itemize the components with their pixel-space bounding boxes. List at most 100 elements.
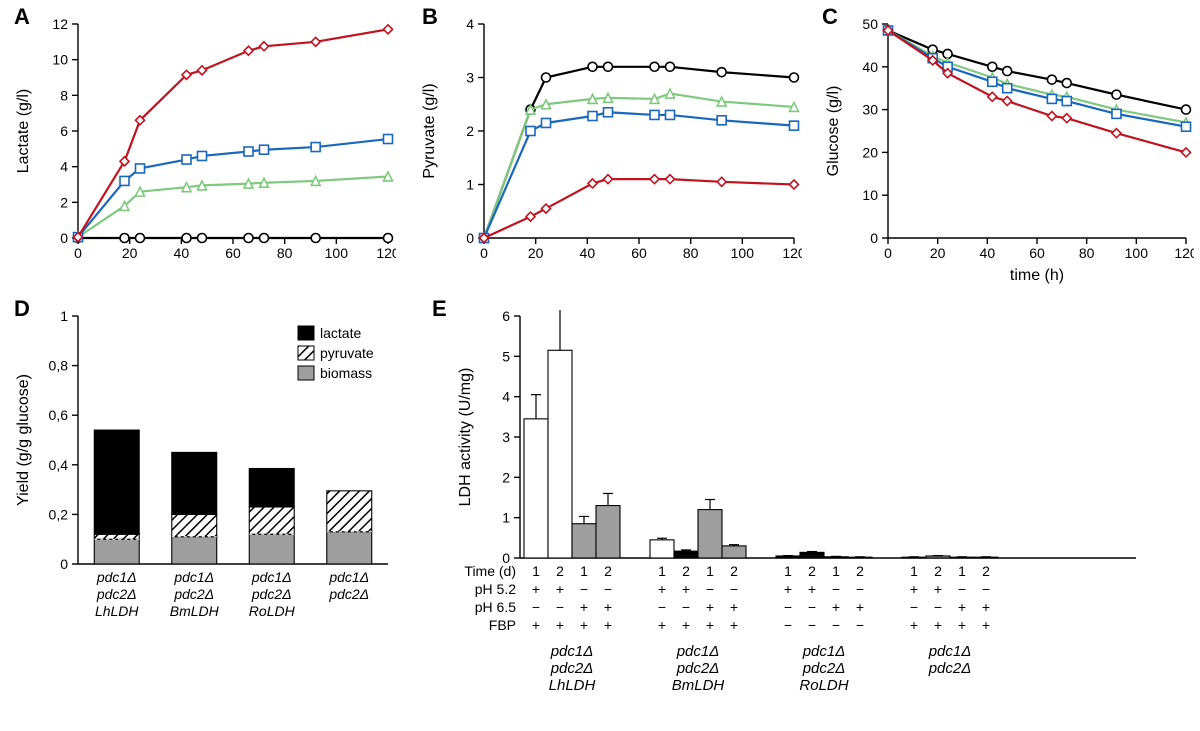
y-tick-label: 6 xyxy=(60,123,68,139)
x-tick-label: 120 xyxy=(1174,245,1194,261)
row-label: FBP xyxy=(489,617,516,633)
annotation-cell: − xyxy=(706,581,714,597)
annotation-cell: − xyxy=(958,581,966,597)
annotation-cell: + xyxy=(730,599,738,615)
y-tick-label: 0,6 xyxy=(49,407,69,423)
y-tick-label: 4 xyxy=(60,159,68,175)
x-tick-label: 0 xyxy=(480,245,488,261)
annotation-cell: − xyxy=(784,599,792,615)
y-tick-label: 8 xyxy=(60,87,68,103)
x-tick-label: 100 xyxy=(1125,245,1149,261)
annotation-cell: − xyxy=(784,617,792,633)
bar-category-label: RoLDH xyxy=(249,603,296,619)
y-axis-label: Glucose (g/l) xyxy=(825,86,842,177)
legend-label: lactate xyxy=(320,325,361,341)
x-tick-label: 60 xyxy=(631,245,647,261)
bar-category-label: LhLDH xyxy=(95,603,139,619)
y-tick-label: 40 xyxy=(862,59,878,75)
x-tick-label: 60 xyxy=(1029,245,1045,261)
annotation-cell: 2 xyxy=(934,563,942,579)
annotation-cell: 2 xyxy=(556,563,564,579)
group-strain-label: pdc2Δ xyxy=(676,660,720,677)
annotation-cell: 1 xyxy=(706,563,714,579)
y-axis-label: LDH activity (U/mg) xyxy=(457,368,474,507)
x-tick-label: 0 xyxy=(884,245,892,261)
annotation-cell: + xyxy=(910,581,918,597)
y-axis-label: Pyruvate (g/l) xyxy=(421,83,438,178)
y-tick-label: 4 xyxy=(466,18,474,32)
y-tick-label: 2 xyxy=(466,123,474,139)
annotation-cell: − xyxy=(604,581,612,597)
y-tick-label: 20 xyxy=(862,144,878,160)
x-axis-label: time (h) xyxy=(1010,267,1064,284)
annotation-cell: + xyxy=(658,581,666,597)
annotation-cell: − xyxy=(832,581,840,597)
annotation-cell: 1 xyxy=(658,563,666,579)
group-strain-label: pdc1Δ xyxy=(676,643,720,660)
annotation-cell: − xyxy=(832,617,840,633)
annotation-cell: + xyxy=(532,617,540,633)
annotation-cell: 1 xyxy=(958,563,966,579)
group-strain-label: BmLDH xyxy=(672,677,725,694)
y-tick-label: 3 xyxy=(502,429,510,445)
annotation-cell: − xyxy=(808,617,816,633)
annotation-cell: 2 xyxy=(982,563,990,579)
bar-chart-E: 0123456LDH activity (U/mg)Time (d)pH 5.2… xyxy=(444,310,1140,728)
x-tick-label: 20 xyxy=(528,245,544,261)
x-tick-label: 100 xyxy=(325,245,349,261)
bar-category-label: pdc2Δ xyxy=(96,586,137,602)
annotation-cell: + xyxy=(706,617,714,633)
annotation-cell: 2 xyxy=(808,563,816,579)
bar-category-label: pdc1Δ xyxy=(251,569,292,585)
annotation-cell: + xyxy=(910,617,918,633)
x-tick-label: 0 xyxy=(74,245,82,261)
annotation-cell: + xyxy=(658,617,666,633)
y-tick-label: 3 xyxy=(466,70,474,86)
annotation-cell: 1 xyxy=(832,563,840,579)
y-tick-label: 10 xyxy=(52,52,68,68)
annotation-cell: − xyxy=(682,599,690,615)
bar-category-label: pdc1Δ xyxy=(328,569,369,585)
annotation-cell: 2 xyxy=(682,563,690,579)
annotation-cell: + xyxy=(982,599,990,615)
x-tick-label: 100 xyxy=(731,245,755,261)
annotation-cell: − xyxy=(532,599,540,615)
x-tick-label: 20 xyxy=(930,245,946,261)
annotation-cell: − xyxy=(808,599,816,615)
x-tick-label: 120 xyxy=(782,245,802,261)
annotation-cell: + xyxy=(808,581,816,597)
annotation-cell: + xyxy=(784,581,792,597)
y-tick-label: 5 xyxy=(502,348,510,364)
line-chart-B: 02040608010012001234Pyruvate (g/l) xyxy=(420,18,802,268)
x-tick-label: 60 xyxy=(225,245,241,261)
legend-label: pyruvate xyxy=(320,345,374,361)
annotation-cell: + xyxy=(556,617,564,633)
stacked-bar-chart-D: 00,20,40,60,81Yield (g/g glucose)pdc1Δpd… xyxy=(14,310,396,644)
y-tick-label: 10 xyxy=(862,187,878,203)
bar-category-label: pdc2Δ xyxy=(328,586,369,602)
annotation-cell: + xyxy=(934,581,942,597)
annotation-cell: + xyxy=(604,617,612,633)
group-strain-label: pdc2Δ xyxy=(802,660,846,677)
x-tick-label: 80 xyxy=(683,245,699,261)
y-tick-label: 0 xyxy=(466,230,474,246)
group-strain-label: pdc2Δ xyxy=(928,660,972,677)
annotation-cell: + xyxy=(958,599,966,615)
y-tick-label: 6 xyxy=(502,310,510,324)
annotation-cell: + xyxy=(856,599,864,615)
x-tick-label: 80 xyxy=(1079,245,1095,261)
annotation-cell: + xyxy=(580,599,588,615)
annotation-cell: − xyxy=(730,581,738,597)
group-strain-label: pdc1Δ xyxy=(802,643,846,660)
annotation-cell: + xyxy=(958,617,966,633)
line-chart-A: 020406080100120024681012Lactate (g/l) xyxy=(14,18,396,268)
x-tick-label: 20 xyxy=(122,245,138,261)
x-tick-label: 40 xyxy=(980,245,996,261)
y-tick-label: 1 xyxy=(502,510,510,526)
line-chart-C: 02040608010012001020304050Glucose (g/l)t… xyxy=(824,18,1194,286)
y-tick-label: 2 xyxy=(502,469,510,485)
annotation-cell: 2 xyxy=(730,563,738,579)
row-label: pH 5.2 xyxy=(475,581,516,597)
group-strain-label: RoLDH xyxy=(799,677,848,694)
y-tick-label: 4 xyxy=(502,389,510,405)
